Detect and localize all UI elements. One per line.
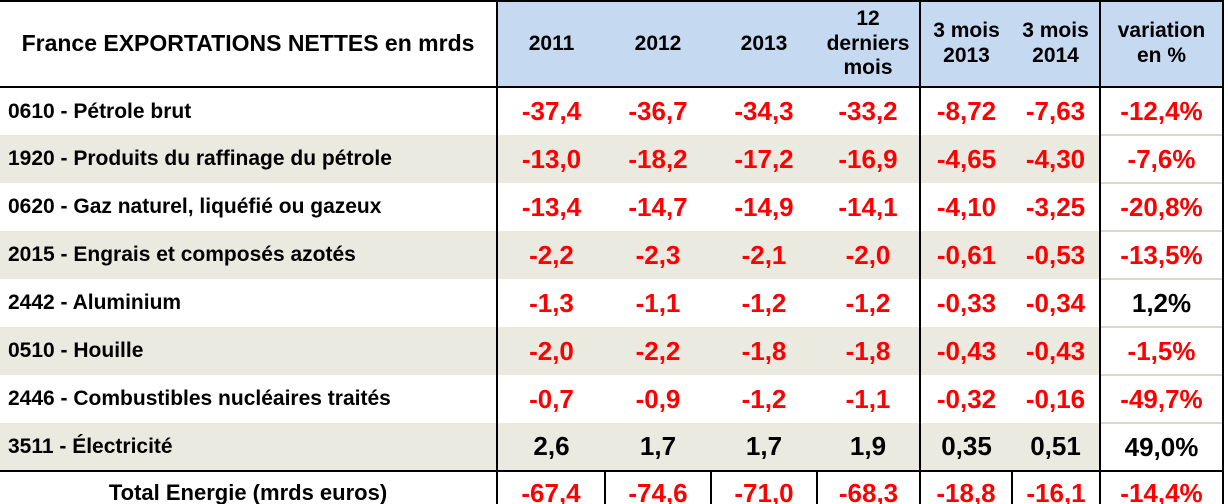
- value-cell: -14,9: [711, 183, 817, 231]
- value-cell: -2,0: [497, 327, 605, 375]
- value-cell: -3,25: [1012, 183, 1101, 231]
- total-value-cell: -14,4%: [1099, 470, 1224, 504]
- value-cell: -0,32: [920, 375, 1012, 423]
- table-footer: Total Energie (mrds euros) -67,4 -74,6 -71,…: [0, 470, 1224, 504]
- total-value-cell: -71,0: [710, 470, 818, 504]
- table-row: 2015 - Engrais et composés azotés -2,2 -2,…: [0, 230, 1224, 279]
- value-cell: -8,72: [920, 87, 1012, 135]
- value-cell: -17,2: [711, 135, 817, 183]
- value-cell: -0,34: [1012, 279, 1101, 327]
- value-cell: -14,1: [817, 183, 921, 231]
- header-row: France EXPORTATIONS NETTES en mrds 2011 …: [0, 0, 1224, 88]
- value-cell: -33,2: [817, 87, 921, 135]
- row-label: 0620 - Gaz naturel, liquéfié ou gazeux: [0, 183, 498, 231]
- value-cell: -1,3: [497, 279, 605, 327]
- table-body: 0610 - Pétrole brut -37,4 -36,7 -34,3 -33,2-…: [0, 87, 1224, 471]
- value-cell: -0,53: [1012, 231, 1101, 279]
- col-header-2013: 2013: [711, 0, 817, 88]
- value-cell: -1,2: [817, 279, 921, 327]
- value-cell: 0,51: [1012, 423, 1101, 471]
- col-header-12-derniers-mois: 12 derniers mois: [817, 0, 921, 88]
- table-row: 1920 - Produits du raffinage du pétrole -…: [0, 134, 1224, 183]
- table-row: 0510 - Houille -2,0 -2,2 -1,8 -1,8 -0,43 -0,43…: [0, 326, 1224, 375]
- value-cell: 1,9: [817, 423, 921, 471]
- value-cell: 1,7: [605, 423, 711, 471]
- value-cell: -13,4: [497, 183, 605, 231]
- row-label: 2442 - Aluminium: [0, 279, 498, 327]
- value-cell: 0,35: [920, 423, 1012, 471]
- row-label: 0610 - Pétrole brut: [0, 87, 498, 135]
- value-cell: -0,61: [920, 231, 1012, 279]
- value-cell: 2,6: [497, 423, 605, 471]
- value-cell: -2,0: [817, 231, 921, 279]
- value-cell: -37,4: [497, 87, 605, 135]
- value-cell: -49,7%: [1100, 374, 1224, 423]
- value-cell: -16,9: [817, 135, 921, 183]
- value-cell: -1,1: [817, 375, 921, 423]
- value-cell: -36,7: [605, 87, 711, 135]
- col-header-3-mois-2013: 3 mois 2013: [920, 0, 1012, 88]
- total-label: Total Energie (mrds euros): [0, 470, 498, 504]
- row-label: 3511 - Électricité: [0, 423, 498, 471]
- value-cell: -4,65: [920, 135, 1012, 183]
- table-row: 3511 - Électricité 2,6 1,7 1,7 1,9 0,35 0,51 49…: [0, 422, 1224, 471]
- col-header-variation: variation en %: [1100, 0, 1224, 88]
- col-header-2012: 2012: [605, 0, 711, 88]
- table-row: 0610 - Pétrole brut -37,4 -36,7 -34,3 -33,2-…: [0, 87, 1224, 135]
- value-cell: -0,7: [497, 375, 605, 423]
- value-cell: -1,5%: [1100, 326, 1224, 375]
- value-cell: 1,7: [711, 423, 817, 471]
- col-header-2011: 2011: [497, 0, 605, 88]
- value-cell: -13,5%: [1100, 230, 1224, 279]
- total-value-cell: -74,6: [604, 470, 712, 504]
- value-cell: -7,63: [1012, 87, 1101, 135]
- table-title: France EXPORTATIONS NETTES en mrds: [0, 0, 498, 88]
- value-cell: -4,10: [920, 183, 1012, 231]
- value-cell: -34,3: [711, 87, 817, 135]
- value-cell: -1,8: [711, 327, 817, 375]
- col-header-3-mois-2014: 3 mois 2014: [1012, 0, 1101, 88]
- value-cell: -0,43: [1012, 327, 1101, 375]
- value-cell: -1,2: [711, 375, 817, 423]
- value-cell: -20,8%: [1100, 182, 1224, 231]
- value-cell: 49,0%: [1100, 422, 1224, 471]
- table-row: 2442 - Aluminium -1,3 -1,1 -1,2 -1,2 -0,33 -0,…: [0, 278, 1224, 327]
- value-cell: -2,2: [497, 231, 605, 279]
- value-cell: -1,2: [711, 279, 817, 327]
- table-row: 0620 - Gaz naturel, liquéfié ou gazeux -1…: [0, 182, 1224, 231]
- table-row: 2446 - Combustibles nucléaires traités -0…: [0, 374, 1224, 423]
- value-cell: -0,43: [920, 327, 1012, 375]
- row-label: 2446 - Combustibles nucléaires traités: [0, 375, 498, 423]
- total-row: Total Energie (mrds euros) -67,4 -74,6 -71,…: [0, 470, 1224, 504]
- value-cell: -13,0: [497, 135, 605, 183]
- value-cell: -2,3: [605, 231, 711, 279]
- row-label: 2015 - Engrais et composés azotés: [0, 231, 498, 279]
- value-cell: -0,33: [920, 279, 1012, 327]
- value-cell: -18,2: [605, 135, 711, 183]
- value-cell: -12,4%: [1100, 87, 1224, 135]
- value-cell: -7,6%: [1100, 134, 1224, 183]
- value-cell: -2,2: [605, 327, 711, 375]
- total-value-cell: -16,1: [1011, 470, 1101, 504]
- row-label: 0510 - Houille: [0, 327, 498, 375]
- row-label: 1920 - Produits du raffinage du pétrole: [0, 135, 498, 183]
- total-value-cell: -67,4: [496, 470, 606, 504]
- total-value-cell: -68,3: [816, 470, 921, 504]
- value-cell: -1,8: [817, 327, 921, 375]
- value-cell: -14,7: [605, 183, 711, 231]
- value-cell: 1,2%: [1100, 278, 1224, 327]
- value-cell: -1,1: [605, 279, 711, 327]
- value-cell: -0,9: [605, 375, 711, 423]
- total-value-cell: -18,8: [919, 470, 1013, 504]
- value-cell: -2,1: [711, 231, 817, 279]
- value-cell: -0,16: [1012, 375, 1101, 423]
- value-cell: -4,30: [1012, 135, 1101, 183]
